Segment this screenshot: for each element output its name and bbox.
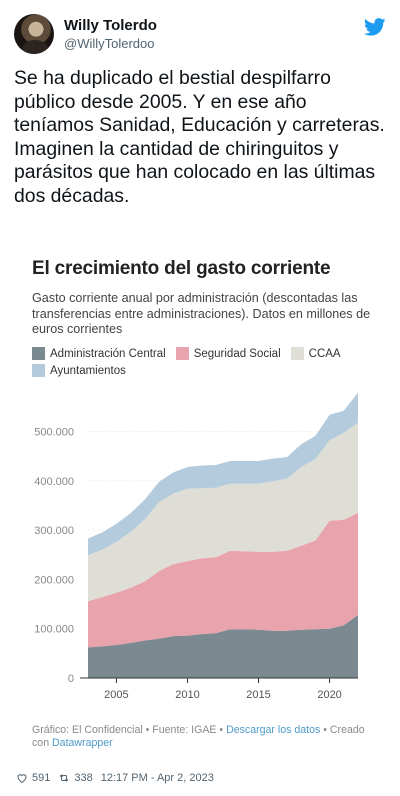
legend-item: Administración Central: [32, 347, 166, 360]
legend-item: Ayuntamientos: [32, 364, 126, 377]
chart-subtitle: Gasto corriente anual por administración…: [32, 291, 371, 336]
user-handle[interactable]: @WillyTolerdoo: [64, 36, 155, 51]
legend-swatch: [175, 347, 189, 360]
x-tick-label: 2020: [317, 689, 341, 701]
download-data-link[interactable]: Descargar los datos: [226, 724, 321, 736]
legend-swatch: [32, 347, 45, 360]
chart-card[interactable]: El crecimiento del gasto corriente Gasto…: [14, 238, 386, 760]
y-tick-label: 300.000: [34, 525, 74, 537]
footnote-middle: • Creado con: [32, 724, 365, 749]
legend-label: Seguridad Social: [193, 347, 281, 360]
area-series-2: [88, 512, 358, 648]
x-tick-label: 2015: [246, 689, 270, 701]
tweet-header: Willy Tolerdo @WillyTolerdoo: [14, 12, 386, 56]
y-tick-label: 500.000: [34, 426, 74, 438]
like-action[interactable]: 591: [16, 772, 50, 784]
legend-item: CCAA: [290, 347, 341, 360]
retweet-count: 338: [74, 772, 93, 784]
legend-label: Ayuntamientos: [50, 364, 126, 377]
y-tick-label: 0: [68, 673, 74, 685]
y-tick-label: 400.000: [34, 476, 74, 488]
x-tick-label: 2005: [104, 689, 128, 701]
area-series-3: [88, 422, 358, 602]
y-tick-label: 100.000: [34, 624, 74, 636]
datawrapper-link[interactable]: Datawrapper: [52, 737, 113, 749]
tweet-actions: 591 338 12:17 PM - Apr 2, 2023: [16, 772, 214, 784]
legend-label: Administración Central: [50, 347, 166, 360]
area-series-1: [88, 614, 358, 678]
twitter-bird-icon[interactable]: [364, 18, 386, 36]
retweet-action[interactable]: 338: [58, 772, 93, 784]
retweet-icon[interactable]: [58, 772, 70, 784]
timestamp[interactable]: 12:17 PM - Apr 2, 2023: [100, 772, 214, 784]
footnote-prefix: Gráfico: El Confidencial • Fuente: IGAE …: [32, 724, 227, 736]
chart-title: El crecimiento del gasto corriente: [32, 258, 331, 279]
legend-label: CCAA: [308, 347, 341, 360]
area-series-4: [88, 392, 358, 556]
heart-icon[interactable]: [16, 772, 28, 784]
chart-footnote: Gráfico: El Confidencial • Fuente: IGAE …: [32, 724, 382, 750]
tweet-text: Se ha duplicado el bestial despilfarro p…: [14, 67, 385, 207]
legend-swatch: [290, 347, 304, 360]
y-tick-label: 200.000: [34, 574, 74, 586]
display-name[interactable]: Willy Tolerdo: [64, 17, 157, 34]
chart-legend: Administración Central Seguridad Social CC…: [32, 347, 377, 381]
x-tick-label: 2010: [175, 689, 199, 701]
legend-swatch: [32, 364, 45, 377]
legend-item: Seguridad Social: [175, 347, 281, 360]
avatar[interactable]: [14, 14, 54, 54]
stacked-area-chart: 0 100.000 200.000 300.000 400.000 500.000 2005…: [34, 392, 358, 701]
like-count: 591: [32, 772, 51, 784]
